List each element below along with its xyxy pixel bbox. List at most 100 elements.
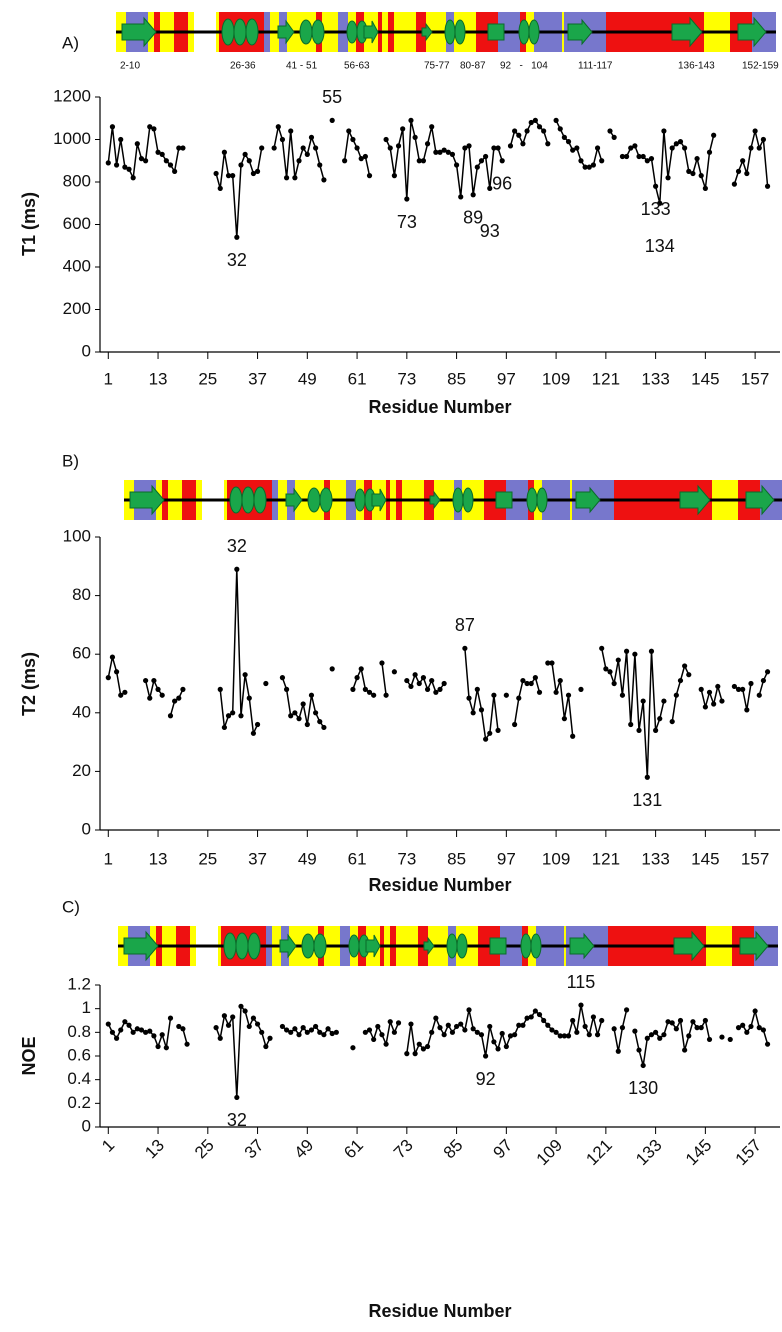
data-point <box>391 1029 397 1035</box>
data-point <box>441 147 447 153</box>
data-point <box>690 1019 696 1025</box>
data-point <box>686 168 692 174</box>
data-point <box>740 686 746 692</box>
data-point <box>172 698 178 704</box>
data-point <box>487 185 493 191</box>
y-tick-label: 60 <box>72 644 91 663</box>
data-point <box>740 158 746 164</box>
data-point <box>234 234 240 240</box>
data-point <box>404 1051 410 1057</box>
y-tick-label: 0 <box>82 1116 91 1135</box>
data-point <box>752 128 758 134</box>
data-point <box>483 153 489 160</box>
data-point <box>109 1029 116 1035</box>
data-point <box>346 128 352 134</box>
data-point <box>665 1019 671 1025</box>
data-point <box>441 680 447 687</box>
data-point <box>437 686 443 692</box>
x-tick-label: 37 <box>248 849 267 868</box>
y-tick-label: 200 <box>63 299 91 318</box>
data-point <box>234 1094 240 1101</box>
data-point <box>362 1029 368 1035</box>
data-point <box>288 713 294 719</box>
data-point <box>254 721 261 728</box>
data-point <box>503 1043 509 1050</box>
data-point <box>375 1023 381 1030</box>
y-tick-label: 100 <box>63 526 91 545</box>
data-point <box>225 1022 232 1028</box>
x-tick-label: 145 <box>691 849 719 868</box>
data-point <box>657 716 663 722</box>
x-tick-label: 157 <box>741 369 769 388</box>
annotation: 32 <box>227 536 247 556</box>
data-point <box>706 689 713 695</box>
data-point <box>644 774 650 780</box>
x-tick-label: 85 <box>447 369 466 388</box>
data-point <box>466 695 472 701</box>
y-tick-label: 0.4 <box>67 1069 91 1088</box>
data-point <box>362 153 368 160</box>
data-point <box>387 145 393 151</box>
data-point <box>371 1036 377 1043</box>
x-tick-label: 109 <box>542 849 570 868</box>
data-point <box>283 1027 290 1033</box>
data-point <box>429 1029 435 1035</box>
data-point <box>653 1029 659 1035</box>
y-axis-title: NOE <box>19 1036 39 1075</box>
panel: B) 0 20 40 60 80 100 1 13 25 37 49 61 73 85 97 109 121 133… <box>19 451 780 895</box>
data-point <box>379 1032 385 1038</box>
data-point <box>358 666 364 672</box>
data-point <box>362 686 368 692</box>
x-tick-label: 25 <box>198 849 217 868</box>
y-tick-label: 0 <box>82 819 91 838</box>
data-point <box>760 1027 767 1033</box>
data-point <box>599 158 605 164</box>
data-point <box>383 692 389 698</box>
structure-strip <box>122 478 782 522</box>
data-point <box>578 686 584 692</box>
data-point <box>748 680 754 687</box>
y-tick-label: 0.8 <box>67 1022 91 1041</box>
data-point <box>632 651 638 657</box>
panel-label: B) <box>62 451 79 470</box>
data-point <box>230 173 236 179</box>
data-point <box>682 145 688 151</box>
data-point <box>225 173 232 179</box>
structure-label: 56-63 <box>344 61 370 72</box>
data-point <box>541 128 547 134</box>
annotation: 131 <box>632 790 662 810</box>
data-point <box>648 648 655 654</box>
x-tick-label: 61 <box>348 849 367 868</box>
data-point <box>238 713 244 719</box>
data-point <box>333 1029 339 1035</box>
data-point <box>313 145 319 151</box>
y-tick-label: 1 <box>82 998 91 1017</box>
data-point <box>565 139 572 145</box>
data-point <box>586 164 592 170</box>
data-point <box>383 1041 389 1047</box>
y-tick-label: 1200 <box>53 86 91 105</box>
data-point <box>441 1032 447 1038</box>
data-point <box>702 185 708 191</box>
data-point <box>354 145 360 151</box>
data-point <box>118 136 124 143</box>
data-point <box>764 669 771 675</box>
data-point <box>342 158 348 164</box>
data-line <box>107 569 769 778</box>
data-point <box>155 149 161 155</box>
data-point <box>516 1022 522 1028</box>
data-point <box>474 1029 480 1035</box>
data-point <box>250 1015 257 1021</box>
data-point <box>321 1032 327 1038</box>
data-point <box>288 128 294 134</box>
data-point <box>611 680 617 687</box>
data-point <box>582 1023 588 1030</box>
data-point <box>433 1015 439 1021</box>
data-point <box>379 660 385 666</box>
data-point <box>698 1025 704 1031</box>
data-point <box>715 683 721 690</box>
y-tick-label: 0 <box>82 341 91 360</box>
data-point <box>143 677 149 684</box>
data-point <box>230 1014 236 1020</box>
data-point <box>491 1039 497 1045</box>
